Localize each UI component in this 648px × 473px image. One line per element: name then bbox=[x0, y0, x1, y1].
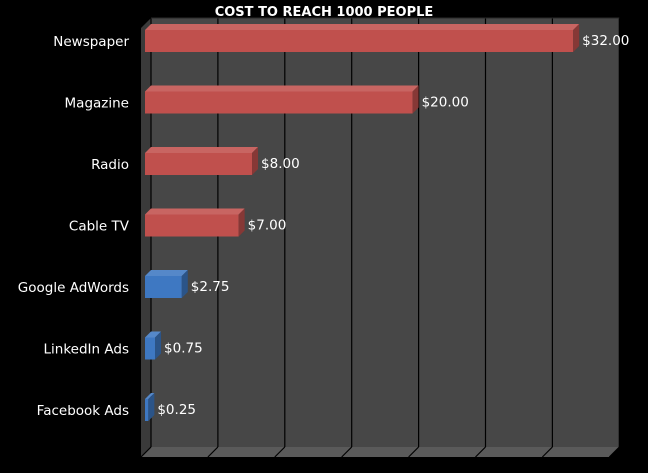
bar-front bbox=[145, 91, 413, 114]
plot-floor bbox=[141, 447, 620, 457]
category-label: Radio bbox=[91, 157, 129, 173]
plot-back-wall bbox=[151, 18, 620, 447]
category-label: LinkedIn Ads bbox=[44, 342, 129, 358]
value-label: $8.00 bbox=[261, 156, 300, 172]
bar bbox=[145, 270, 188, 298]
bars bbox=[145, 24, 580, 421]
bar-top bbox=[145, 331, 162, 338]
bar-side bbox=[238, 208, 245, 237]
value-label: $0.75 bbox=[164, 341, 203, 357]
bar-top bbox=[145, 85, 419, 92]
bar-top bbox=[145, 147, 259, 153]
bar-front bbox=[145, 276, 182, 298]
bar-front bbox=[145, 399, 149, 421]
gridline-depth bbox=[608, 446, 620, 458]
bar bbox=[145, 24, 580, 52]
value-label: $32.00 bbox=[582, 33, 629, 49]
category-labels: Newspaper Magazine Radio Cable TV Google AdW… bbox=[18, 34, 130, 419]
bar-side bbox=[148, 393, 155, 421]
bar-side bbox=[155, 331, 162, 360]
chart-title: COST TO REACH 1000 PEOPLE bbox=[214, 5, 434, 20]
gridline-depth bbox=[140, 446, 152, 458]
category-label: Cable TV bbox=[69, 219, 130, 235]
category-label: Newspaper bbox=[53, 34, 129, 50]
bar-top bbox=[145, 393, 155, 399]
bar-side bbox=[252, 147, 259, 175]
bar-top bbox=[145, 270, 188, 276]
category-label: Facebook Ads bbox=[37, 403, 129, 419]
bar bbox=[145, 208, 245, 237]
bar-front bbox=[145, 214, 239, 237]
value-label: $7.00 bbox=[248, 218, 287, 234]
bar-front bbox=[145, 337, 156, 360]
gridline-depth bbox=[341, 446, 353, 458]
bar-top bbox=[145, 208, 245, 215]
value-label: $20.00 bbox=[422, 95, 469, 111]
category-label: Google AdWords bbox=[18, 280, 129, 296]
bar-front bbox=[145, 153, 253, 175]
bar bbox=[145, 393, 155, 421]
bar-top bbox=[145, 24, 580, 30]
bar-front bbox=[145, 30, 574, 52]
gridline-depth bbox=[274, 446, 286, 458]
bar-side bbox=[181, 270, 188, 298]
value-label: $2.75 bbox=[191, 279, 230, 295]
value-labels: $32.00 $20.00 $8.00 $7.00 $2.75 $0.75 $0.25 bbox=[157, 33, 629, 418]
gridline-depth bbox=[207, 446, 219, 458]
gridline-depth bbox=[541, 446, 553, 458]
bar bbox=[145, 331, 162, 360]
plot-area bbox=[141, 18, 620, 457]
value-label: $0.25 bbox=[157, 402, 196, 418]
category-label: Magazine bbox=[65, 96, 129, 112]
bar bbox=[145, 147, 259, 175]
plot-side-wall bbox=[141, 18, 151, 457]
bar bbox=[145, 85, 419, 114]
gridline-depth bbox=[475, 446, 486, 458]
bar-side bbox=[573, 24, 580, 52]
gridline-depth bbox=[408, 446, 420, 458]
bar-side bbox=[412, 85, 419, 114]
